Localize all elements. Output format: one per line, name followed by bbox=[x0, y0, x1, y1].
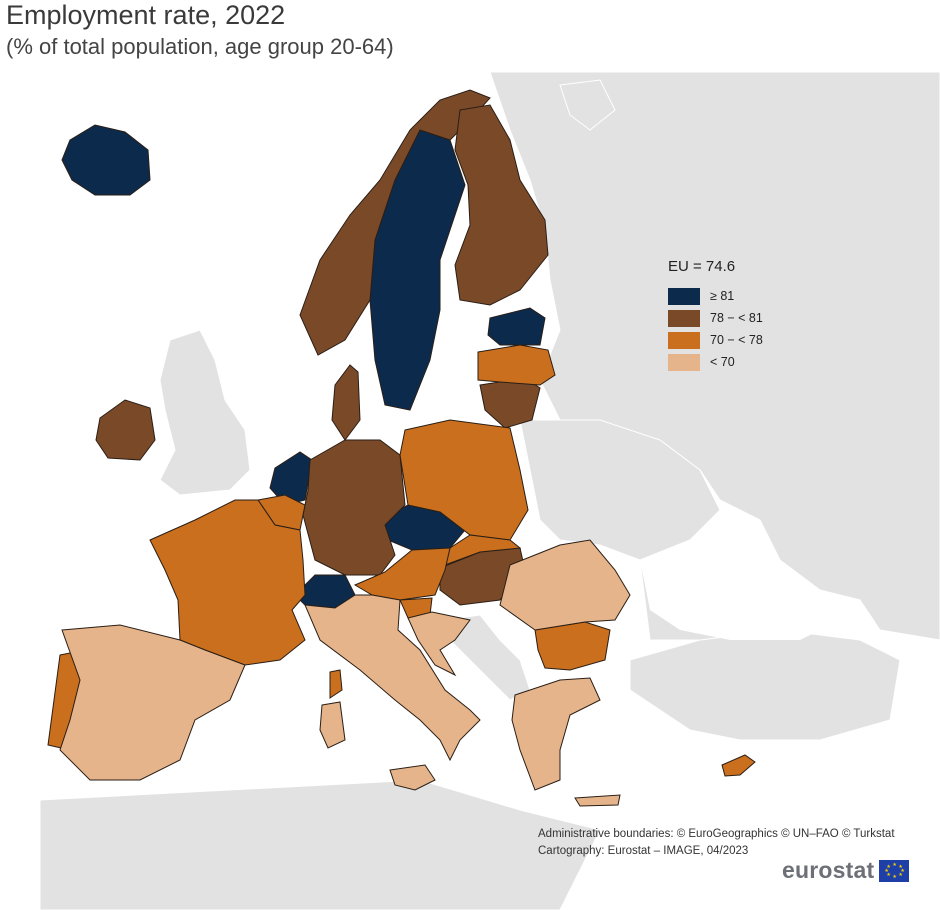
country-sicily bbox=[389, 764, 436, 791]
country-finland bbox=[454, 104, 549, 306]
country-germany bbox=[302, 439, 406, 576]
country-denmark bbox=[331, 364, 361, 441]
country-latvia bbox=[477, 344, 556, 386]
black-sea bbox=[640, 555, 840, 640]
legend-swatch bbox=[668, 287, 700, 305]
legend-label: 70 − < 78 bbox=[710, 333, 763, 347]
turkey-land bbox=[629, 629, 901, 741]
country-lithuania bbox=[479, 377, 541, 429]
credits-boundaries: Administrative boundaries: © EuroGeograp… bbox=[538, 828, 895, 840]
map-subtitle: (% of total population, age group 20-64) bbox=[6, 34, 394, 59]
country-estonia bbox=[487, 307, 546, 346]
map-credits: Administrative boundaries: © EuroGeograp… bbox=[538, 826, 895, 860]
legend-title: EU = 74.6 bbox=[668, 258, 736, 275]
country-bulgaria bbox=[534, 621, 611, 671]
legend-item: 70 − < 78 bbox=[668, 329, 763, 351]
country-netherlands bbox=[269, 451, 313, 506]
legend-label: ≥ 81 bbox=[710, 289, 735, 303]
logo-text: eurostat bbox=[782, 857, 875, 883]
legend-swatch bbox=[668, 353, 700, 371]
belarus-ukraine-land bbox=[519, 419, 721, 561]
country-greece bbox=[511, 677, 601, 791]
legend-label: 78 − < 81 bbox=[710, 311, 763, 325]
country-sardinia bbox=[319, 701, 346, 749]
country-cyprus bbox=[721, 754, 756, 777]
country-corsica bbox=[329, 669, 343, 699]
legend-item: 78 − < 81 bbox=[668, 307, 763, 329]
legend: EU = 74.6 ≥ 81 78 − < 81 70 − < 78 < 70 bbox=[668, 258, 763, 373]
country-romania bbox=[499, 539, 631, 631]
country-italy bbox=[304, 594, 481, 762]
countries bbox=[47, 89, 756, 807]
country-croatia bbox=[407, 611, 471, 677]
country-crete bbox=[574, 794, 621, 807]
north-africa-land bbox=[39, 779, 601, 910]
legend-swatch bbox=[668, 331, 700, 349]
legend-item: < 70 bbox=[668, 351, 763, 373]
country-ireland bbox=[95, 399, 156, 461]
eurostat-logo[interactable]: eurostat ★ ★ ★ ★ ★ ★ ★ ★ bbox=[782, 857, 910, 884]
legend-swatch bbox=[668, 309, 700, 327]
eu-flag-icon: ★ ★ ★ ★ ★ ★ ★ ★ bbox=[879, 859, 910, 882]
country-spain bbox=[59, 624, 246, 781]
uk-land bbox=[159, 329, 251, 496]
norway-north-cap bbox=[559, 79, 616, 131]
legend-label: < 70 bbox=[710, 355, 735, 369]
country-iceland bbox=[61, 124, 151, 196]
country-france bbox=[149, 499, 306, 666]
credits-cartography: Cartography: Eurostat – IMAGE, 04/2023 bbox=[538, 845, 749, 857]
map-title: Employment rate, 2022 bbox=[6, 0, 286, 30]
legend-item: ≥ 81 bbox=[668, 285, 763, 307]
